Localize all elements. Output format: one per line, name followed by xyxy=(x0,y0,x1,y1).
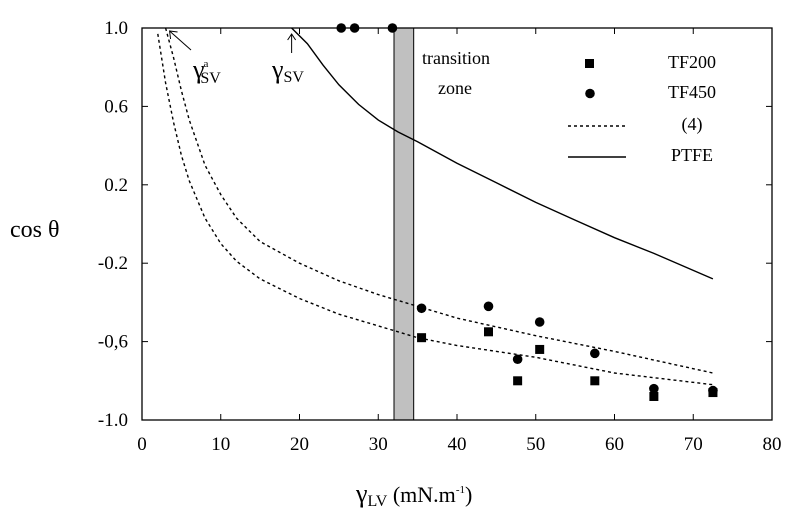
y-tick-label: 0.2 xyxy=(104,175,128,196)
series-line-4-2 xyxy=(164,27,714,374)
gamma-sv-annotation: γSV xyxy=(271,33,304,86)
marker-tf450 xyxy=(336,23,347,33)
marker-tf450 xyxy=(512,354,523,365)
transition-zone-label-line2: zone xyxy=(438,78,472,98)
marker-tf450 xyxy=(387,23,398,33)
series-line-ptfe-1 xyxy=(291,27,714,280)
gamma-sv-a-annotation: γa SV xyxy=(168,30,221,87)
marker-tf200 xyxy=(649,391,659,401)
marker-tf450 xyxy=(534,317,545,327)
y-axis-label: cos θ xyxy=(10,217,60,243)
marker-tf200 xyxy=(590,376,600,386)
legend-label: TF200 xyxy=(668,52,716,72)
series-line-4-1 xyxy=(157,33,713,386)
ticks-layer: 0 10 20 30 40 50 60 70 80 1.0 0.6 0.2 -0.2 -0,6 -1.0 xyxy=(98,18,782,455)
legend-label: (4) xyxy=(682,114,703,135)
legend-label: TF450 xyxy=(668,82,716,102)
marker-tf200 xyxy=(417,333,427,343)
x-tick-label: 70 xyxy=(684,434,703,455)
marker-tf200 xyxy=(484,327,493,337)
x-tick-label: 10 xyxy=(211,434,230,455)
markers-layer xyxy=(336,23,718,401)
x-tick-label: 60 xyxy=(605,434,624,455)
marker-tf200 xyxy=(535,344,545,354)
marker-tf450 xyxy=(708,385,718,396)
x-tick-label: 30 xyxy=(369,434,388,455)
gamma-sv-arrowhead xyxy=(287,33,297,41)
legend-swatch-tf200 xyxy=(585,59,594,68)
y-tick-label: -0.2 xyxy=(98,253,128,274)
legend-swatch-tf450 xyxy=(585,88,595,99)
gamma-sv-label: γSV xyxy=(271,55,304,86)
gamma-sv-a-arrowhead xyxy=(168,30,178,40)
marker-tf450 xyxy=(483,301,494,312)
transition-zone-band xyxy=(393,27,415,421)
marker-tf450 xyxy=(349,23,360,33)
marker-tf450 xyxy=(590,348,600,359)
x-tick-label: 20 xyxy=(290,434,309,455)
x-tick-label: 50 xyxy=(526,434,545,455)
x-tick-label: 0 xyxy=(137,434,147,455)
y-tick-label: 0.6 xyxy=(104,96,128,117)
marker-tf200 xyxy=(513,376,523,386)
lines-layer xyxy=(157,27,714,386)
y-tick-label: 1.0 xyxy=(104,18,128,39)
gamma-sv-a-label: γa SV xyxy=(192,55,221,87)
x-axis-label: γLV (mN.m-1) xyxy=(355,479,472,510)
x-tick-label: 40 xyxy=(448,434,467,455)
marker-tf450 xyxy=(416,303,427,314)
x-tick-label: 80 xyxy=(763,434,782,455)
transition-zone-label-line1: transition xyxy=(422,48,490,68)
y-tick-label: -0,6 xyxy=(98,332,128,353)
marker-tf450 xyxy=(649,383,659,394)
legend-label: PTFE xyxy=(671,145,713,165)
y-tick-label: -1.0 xyxy=(98,410,128,431)
gamma-sv-a-arrow xyxy=(169,30,192,51)
legend: TF200 TF450 (4) PTFE xyxy=(568,52,716,165)
transition-zone-layer xyxy=(393,27,415,421)
